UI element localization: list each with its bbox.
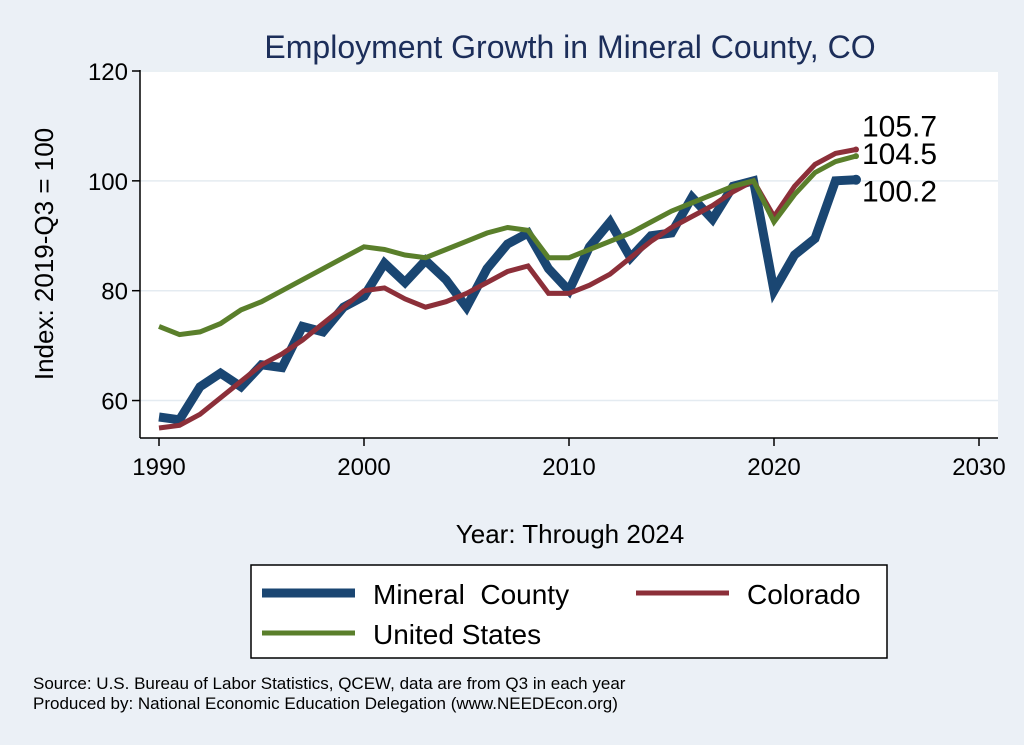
axes: 60 80 100 120 1990 2000 2010 2020 2030: [88, 59, 1006, 481]
chart-title: Employment Growth in Mineral County, CO: [264, 29, 875, 65]
x-tick-label-2030: 2030: [952, 454, 1005, 481]
y-tick-label-80: 80: [101, 279, 128, 306]
legend-box: [250, 564, 888, 659]
series-end-point-united-states: [853, 153, 859, 160]
series-line-colorado: [158, 147, 857, 431]
x-tick-label-2000: 2000: [337, 454, 390, 481]
x-tick-label-2020: 2020: [747, 454, 800, 481]
series-end-point-mineral-county: [851, 174, 861, 185]
source-line: Source: U.S. Bureau of Labor Statistics,…: [33, 674, 626, 693]
legend-label-colorado: Colorado: [747, 579, 861, 610]
y-axis-label: Index: 2019-Q3 = 100: [29, 128, 59, 380]
legend: Mineral County Colorado United States: [250, 564, 888, 659]
plot-area: [140, 70, 998, 438]
legend-label-mineral-county: Mineral County: [373, 579, 569, 610]
end-value-label-colorado: 105.7: [862, 111, 937, 144]
series-end-point-colorado: [853, 146, 859, 153]
series-layer: [158, 146, 861, 431]
x-tick-label-2010: 2010: [542, 454, 595, 481]
end-value-label-mineral-county: 100.2: [862, 176, 937, 209]
x-axis-label: Year: Through 2024: [456, 519, 684, 549]
y-tick-label-100: 100: [88, 169, 128, 196]
series-line-united-states: [158, 153, 857, 338]
legend-label-united-states: United States: [373, 619, 541, 650]
x-tick-label-1990: 1990: [132, 454, 185, 481]
y-tick-label-120: 120: [88, 59, 128, 86]
end-value-label-united-states: 104.5: [862, 138, 937, 171]
y-tick-label-60: 60: [101, 389, 128, 416]
producer-line: Produced by: National Economic Education…: [33, 694, 618, 713]
